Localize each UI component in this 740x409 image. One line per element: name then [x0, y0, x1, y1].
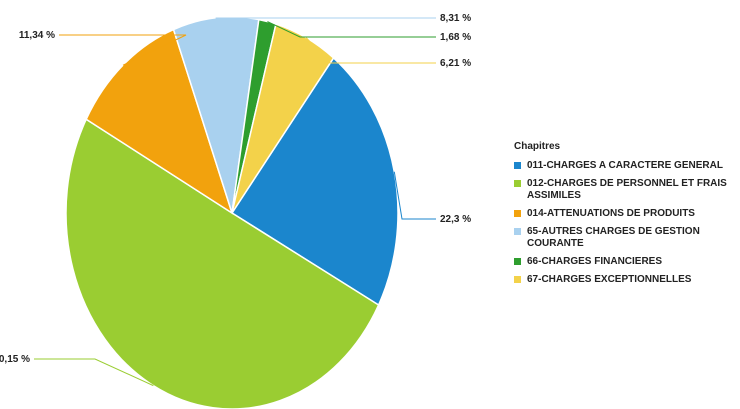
pie-slice: [230, 56, 399, 307]
legend-items: 011-CHARGES A CARACTERE GENERAL 012-CHARG…: [514, 160, 738, 286]
legend-label: 014-ATTENUATIONS DE PRODUITS: [527, 208, 695, 219]
legend-swatch: [514, 258, 521, 265]
slice-value-label: 8,31 %: [440, 13, 471, 24]
leader-line: [305, 37, 436, 64]
slice-value-label: 6,21 %: [440, 58, 471, 69]
slice-value-label: 22,3 %: [440, 214, 471, 225]
legend-item: 66-CHARGES FINANCIERES: [514, 256, 738, 268]
legend-swatch: [514, 276, 521, 283]
leader-line: [34, 358, 154, 387]
legend-swatch: [514, 180, 521, 187]
slice-value-label: 11,34 %: [19, 30, 55, 41]
slice-value-label: 50,15 %: [0, 354, 30, 365]
legend-item: 012-CHARGES DE PERSONNEL ET FRAIS ASSIMI…: [514, 178, 738, 202]
slice-value-label: 1,68 %: [440, 32, 471, 43]
legend-swatch: [514, 228, 521, 235]
legend-title: Chapitres: [514, 141, 561, 152]
leader-line: [59, 34, 187, 66]
legend: Chapitres 011-CHARGES A CARACTERE GENERA…: [514, 141, 738, 292]
legend-label: 67-CHARGES EXCEPTIONNELLES: [527, 274, 692, 285]
legend-label: 012-CHARGES DE PERSONNEL ET FRAIS ASSIMI…: [527, 178, 727, 201]
leader-line: [393, 171, 436, 220]
legend-item: 65-AUTRES CHARGES DE GESTION COURANTE: [514, 226, 738, 250]
legend-item: 014-ATTENUATIONS DE PRODUITS: [514, 208, 738, 220]
pie-chart: 22,3 % 50,15 % 11,34 % 8,31 % 1,68 % 6,21 %: [0, 13, 471, 409]
legend-label: 011-CHARGES A CARACTERE GENERAL: [527, 160, 723, 171]
legend-swatch: [514, 210, 521, 217]
legend-item: 011-CHARGES A CARACTERE GENERAL: [514, 160, 738, 172]
legend-swatch: [514, 162, 521, 169]
legend-item: 67-CHARGES EXCEPTIONNELLES: [514, 274, 738, 286]
legend-label: 66-CHARGES FINANCIERES: [527, 256, 663, 267]
legend-label: 65-AUTRES CHARGES DE GESTION COURANTE: [527, 226, 700, 249]
leader-line: [267, 21, 436, 38]
